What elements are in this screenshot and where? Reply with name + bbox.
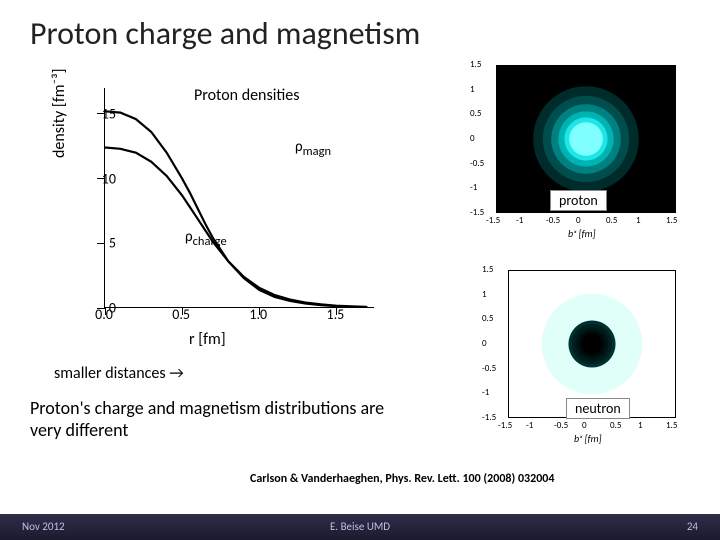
curve-rho-charge (105, 148, 367, 308)
map-ytick: 1.5 (482, 264, 493, 275)
map-ytick: 1.5 (470, 59, 481, 70)
map-ytick: -0.5 (470, 158, 484, 169)
map-xtick: 0 (576, 215, 581, 226)
map-xtick: -1.5 (486, 215, 500, 226)
map-xtick: -1.5 (498, 420, 512, 431)
map-xlabel: bₓ [fm] (568, 227, 596, 240)
map-xlabel: bₓ [fm] (574, 432, 602, 445)
xtick-label: 0.0 (95, 306, 113, 323)
map-ytick: 0.5 (470, 108, 481, 119)
density-svg (508, 270, 676, 418)
ytick-label: 5 (109, 235, 116, 252)
map-ytick: -0.5 (482, 363, 496, 374)
xtick-label: 0.5 (172, 306, 190, 323)
neutron-density-map: -1.5-1-0.500.511.5-1.5-1-0.500.511.5bₓ [… (474, 268, 702, 452)
difference-caption: Proton's charge and magnetism distributi… (30, 398, 410, 441)
y-axis-label: density [fm⁻³] (50, 69, 69, 159)
map-ytick: -1 (470, 182, 477, 193)
proton-density-map: -1.5-1-0.500.511.5-1.5-1-0.500.511.5bₓ [… (462, 63, 702, 247)
xtick-label: 1.5 (327, 306, 345, 323)
map-xtick: 1 (638, 420, 643, 431)
smaller-distances-caption: smaller distances → (54, 364, 184, 383)
map-xtick: 1.5 (666, 215, 677, 226)
footer-author: E. Beise UMD (0, 520, 720, 533)
annotation: ρcharge (185, 228, 227, 249)
map-ytick: -1 (482, 387, 489, 398)
ytick-label: 15 (102, 105, 116, 122)
density-plot: density [fm⁻³] Proton densities ρmagnρch… (44, 78, 394, 343)
plot1-axes: ρmagn ρcharge (104, 88, 374, 308)
map-ytick: 1 (482, 289, 487, 300)
map-xtick: -0.5 (546, 215, 560, 226)
neutron-label: neutron (566, 398, 630, 419)
map-xtick: 1.5 (666, 420, 677, 431)
citation-text: Carlson & Vanderhaeghen, Phys. Rev. Lett… (250, 472, 554, 486)
x-axis-label: r [fm] (189, 330, 226, 349)
map-ytick: 1 (470, 84, 475, 95)
map-ytick: 0.5 (482, 313, 493, 324)
map-ytick: 0 (482, 338, 487, 349)
map-xtick: -1 (516, 215, 523, 226)
slide-title: Proton charge and magnetism (30, 14, 420, 53)
curves-svg (105, 88, 375, 308)
footer: Nov 2012 E. Beise UMD 24 (0, 514, 720, 540)
map-xtick: 0 (582, 420, 587, 431)
map-xtick: 1 (636, 215, 641, 226)
footer-page: 24 (687, 520, 698, 533)
map-xtick: 0.5 (606, 215, 617, 226)
map-xtick: 0.5 (610, 420, 621, 431)
map-ytick: -1.5 (470, 207, 484, 218)
proton-label: proton (550, 190, 607, 211)
xtick-label: 1.0 (249, 306, 267, 323)
map-xtick: -1 (526, 420, 533, 431)
map-xtick: -0.5 (554, 420, 568, 431)
slide: Proton charge and magnetism density [fm⁻… (0, 0, 720, 540)
map-ytick: 0 (470, 133, 475, 144)
map-ytick: -1.5 (482, 412, 496, 423)
annotation: ρmagn (295, 138, 331, 159)
ytick-label: 10 (102, 170, 116, 187)
